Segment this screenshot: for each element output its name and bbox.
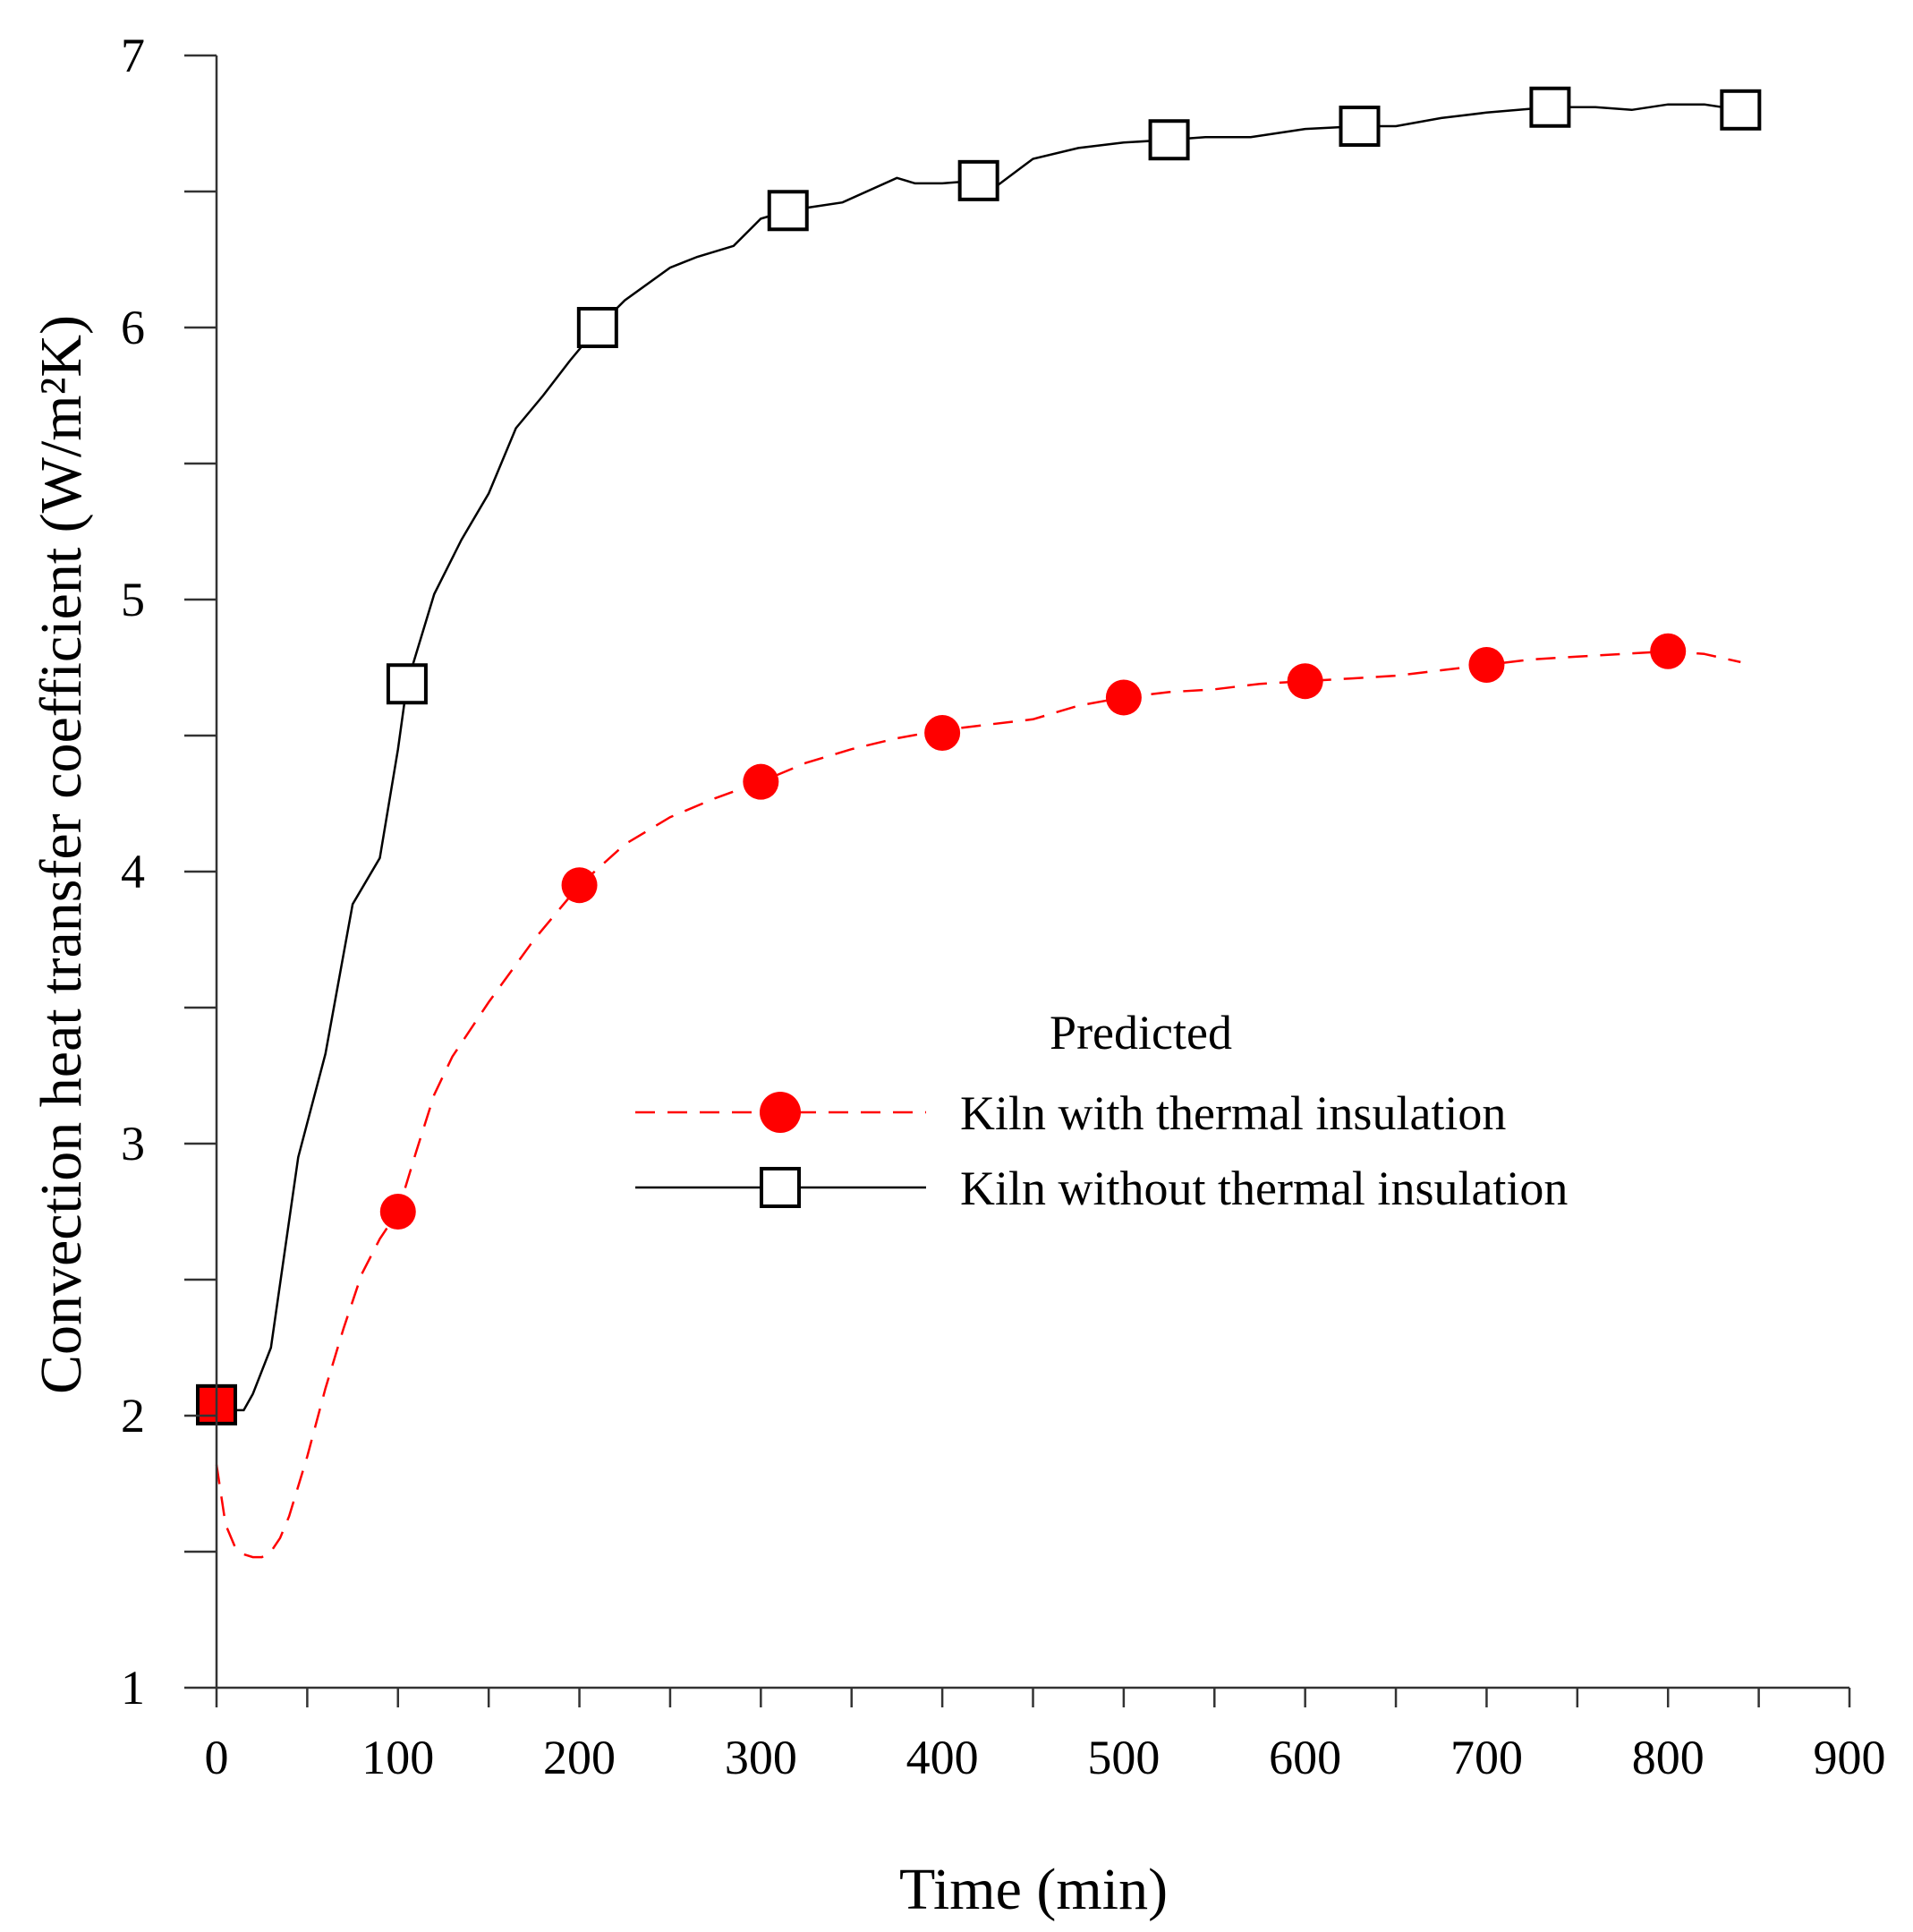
data-point-uninsulated-630: [1339, 106, 1381, 148]
series-line-0: [215, 650, 1741, 1559]
data-point-uninsulated-315: [767, 190, 809, 232]
y-tick-label-1: 1: [121, 1661, 145, 1715]
data-point-uninsulated-210: [576, 307, 618, 348]
x-tick-label-200: 200: [543, 1731, 616, 1784]
data-point-uninsulated-420: [957, 159, 999, 201]
data-point-insulated-800: [1650, 633, 1687, 669]
data-point-insulated-600: [1287, 663, 1323, 700]
axes: 0 100 200 300 400 500 600 700 800 900 1 2 3 4 5 6 7: [121, 29, 1886, 1784]
y-tick-label-5: 5: [121, 573, 145, 626]
legend-marker-insulated: [760, 1092, 801, 1133]
x-tick-label-600: 600: [1269, 1731, 1341, 1784]
x-tick-label-300: 300: [725, 1731, 797, 1784]
x-tick-label-700: 700: [1450, 1731, 1523, 1784]
data-point-insulated-200: [561, 867, 598, 904]
data-point-uninsulated-840: [1720, 89, 1762, 131]
data-point-insulated-500: [1105, 679, 1142, 716]
data-point-uninsulated-525: [1148, 119, 1190, 161]
x-axis-title: Time (min): [899, 1857, 1168, 1922]
x-tick-label-900: 900: [1814, 1731, 1886, 1784]
data-point-insulated-400: [924, 714, 961, 751]
x-tick-label-800: 800: [1632, 1731, 1705, 1784]
y-tick-label-3: 3: [121, 1117, 145, 1170]
legend-label-insulated: Kiln with thermal insulation: [960, 1086, 1506, 1140]
data-point-insulated-300: [743, 763, 779, 800]
data-point-insulated-700: [1468, 646, 1505, 683]
legend: Predicted Kiln with thermal insulation K…: [635, 1006, 1568, 1215]
y-tick-label-2: 2: [121, 1389, 145, 1443]
x-tick-label-100: 100: [361, 1731, 434, 1784]
x-tick-label-400: 400: [906, 1731, 979, 1784]
legend-title: Predicted: [1050, 1006, 1232, 1060]
y-tick-label-7: 7: [121, 29, 145, 82]
legend-marker-uninsulated: [760, 1167, 801, 1208]
plot-area: [196, 86, 1762, 1559]
y-axis-title: Convection heat transfer coefficient (W/…: [29, 315, 94, 1394]
data-point-uninsulated-105: [386, 663, 428, 705]
data-point-insulated-100: [379, 1194, 416, 1230]
legend-label-uninsulated: Kiln without thermal insulation: [960, 1162, 1568, 1215]
y-tick-label-4: 4: [121, 845, 145, 898]
y-tick-label-6: 6: [121, 301, 145, 354]
x-tick-label-0: 0: [205, 1731, 229, 1784]
x-tick-label-500: 500: [1087, 1731, 1160, 1784]
data-point-uninsulated-735: [1529, 86, 1571, 128]
